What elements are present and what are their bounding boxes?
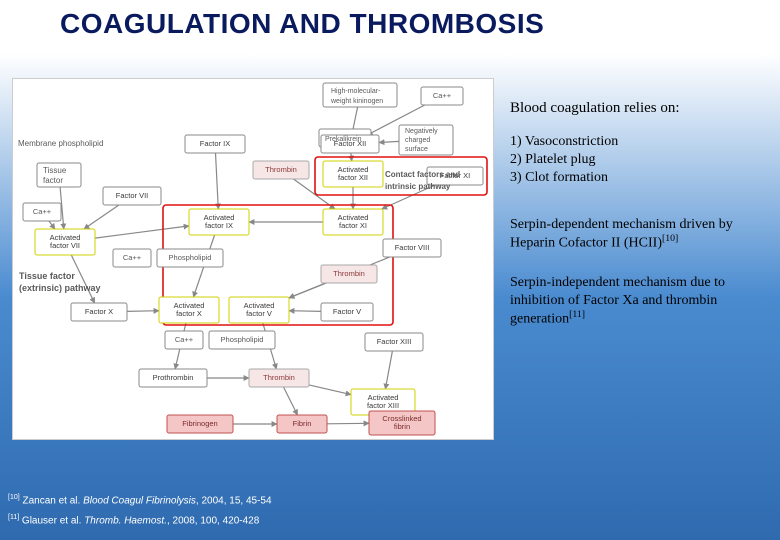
ref10-text: Zancan et al. xyxy=(20,496,83,507)
svg-text:fibrin: fibrin xyxy=(394,422,410,431)
step-1: 1) Vasoconstriction xyxy=(510,133,770,151)
svg-text:High-molecular-: High-molecular- xyxy=(331,88,381,95)
para1-ref: [10] xyxy=(662,233,678,244)
svg-text:charged: charged xyxy=(405,137,430,144)
para2-text: Serpin-independent mechanism due to inhi… xyxy=(510,275,725,327)
svg-text:Prekalikrein: Prekalikrein xyxy=(325,136,362,143)
coagulation-diagram: Ca++Factor IXThrombinFactor XIIActivated… xyxy=(12,78,494,440)
step-3: 3) Clot formation xyxy=(510,169,770,187)
step-2: 2) Platelet plug xyxy=(510,151,770,169)
svg-text:Factor VIII: Factor VIII xyxy=(395,243,430,252)
ref11-tail: , 2008, 100, 420-428 xyxy=(167,515,259,526)
svg-text:weight kininogen: weight kininogen xyxy=(330,98,383,105)
svg-text:factor XII: factor XII xyxy=(338,173,368,182)
serpin-dependent-para: Serpin-dependent mechanism driven by Hep… xyxy=(510,216,770,253)
right-column: Blood coagulation relies on: 1) Vasocons… xyxy=(510,100,770,350)
ref10-tail: , 2004, 15, 45-54 xyxy=(196,496,272,507)
svg-text:(extrinsic) pathway: (extrinsic) pathway xyxy=(19,283,101,293)
svg-text:Ca++: Ca++ xyxy=(33,207,52,216)
svg-text:factor: factor xyxy=(43,176,63,185)
para2-ref: [11] xyxy=(569,309,585,320)
svg-text:factor VII: factor VII xyxy=(50,241,80,250)
svg-text:Phospholipid: Phospholipid xyxy=(221,335,264,344)
svg-text:factor V: factor V xyxy=(246,309,272,318)
svg-text:Tissue factor: Tissue factor xyxy=(19,271,75,281)
right-heading: Blood coagulation relies on: xyxy=(510,100,770,117)
svg-text:Membrane phospholipid: Membrane phospholipid xyxy=(18,139,103,148)
svg-text:Phospholipid: Phospholipid xyxy=(169,253,212,262)
svg-text:Factor XIII: Factor XIII xyxy=(377,337,412,346)
para1-text: Serpin-dependent mechanism driven by Hep… xyxy=(510,217,733,251)
svg-text:factor XIII: factor XIII xyxy=(367,401,399,410)
svg-text:Tissue: Tissue xyxy=(43,166,67,175)
svg-text:Thrombin: Thrombin xyxy=(263,373,295,382)
svg-text:factor X: factor X xyxy=(176,309,202,318)
svg-text:factor IX: factor IX xyxy=(205,221,233,230)
ref11-text: Glauser et al. xyxy=(19,515,84,526)
svg-text:Factor X: Factor X xyxy=(85,307,113,316)
svg-text:factor XI: factor XI xyxy=(339,221,367,230)
svg-text:intrinsic pathway: intrinsic pathway xyxy=(385,182,451,191)
svg-text:Fibrinogen: Fibrinogen xyxy=(182,419,217,428)
slide: COAGULATION AND THROMBOSIS Ca++ Factor IX… xyxy=(0,0,780,540)
ref-10: [10] Zancan et al. Blood Coagul Fibrinol… xyxy=(8,491,272,510)
svg-text:Prothrombin: Prothrombin xyxy=(153,373,194,382)
references: [10] Zancan et al. Blood Coagul Fibrinol… xyxy=(8,491,272,530)
svg-text:Ca++: Ca++ xyxy=(175,335,194,344)
svg-text:Factor V: Factor V xyxy=(333,307,361,316)
svg-text:Factor IX: Factor IX xyxy=(200,139,230,148)
ref10-journal: Blood Coagul Fibrinolysis xyxy=(83,496,196,507)
svg-text:Ca++: Ca++ xyxy=(433,91,452,100)
svg-text:Ca++: Ca++ xyxy=(123,253,142,262)
svg-text:Fibrin: Fibrin xyxy=(293,419,312,428)
serpin-independent-para: Serpin-independent mechanism due to inhi… xyxy=(510,274,770,328)
ref11-journal: Thromb. Haemost. xyxy=(84,515,167,526)
slide-title: COAGULATION AND THROMBOSIS xyxy=(60,8,740,40)
ref-11: [11] Glauser et al. Thromb. Haemost., 20… xyxy=(8,511,272,530)
coagulation-steps-list: 1) Vasoconstriction 2) Platelet plug 3) … xyxy=(510,133,770,188)
ref11-sup: [11] xyxy=(8,514,19,521)
svg-text:Thrombin: Thrombin xyxy=(333,269,365,278)
ref10-sup: [10] xyxy=(8,494,20,501)
svg-text:surface: surface xyxy=(405,146,428,153)
svg-text:Contact factors and: Contact factors and xyxy=(385,170,460,179)
svg-text:Factor VII: Factor VII xyxy=(116,191,149,200)
svg-text:Thrombin: Thrombin xyxy=(265,165,297,174)
svg-text:Negatively: Negatively xyxy=(405,128,438,135)
